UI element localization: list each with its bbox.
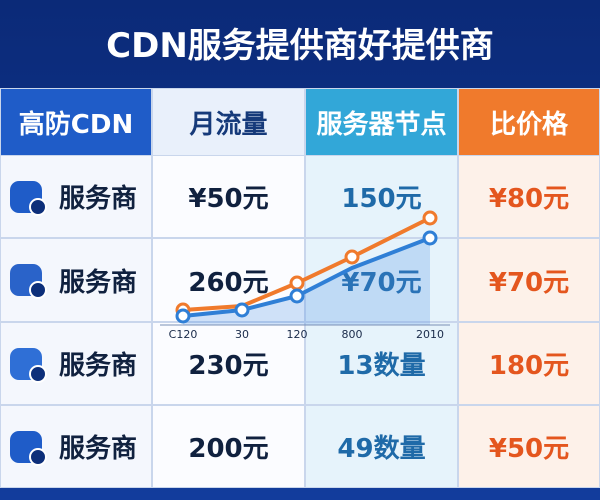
table-cell: 服务商 — [0, 405, 152, 488]
cell-text: 月流量 — [189, 109, 268, 140]
cell-text: ¥80元 — [488, 184, 570, 214]
cell-text: 230元 — [188, 351, 269, 381]
cell-text: 260元 — [188, 267, 269, 298]
row-icon — [10, 347, 47, 383]
overlay-label: 120 — [287, 328, 308, 341]
table-cell: 230元 — [152, 322, 305, 405]
table-cell: 49数量 — [305, 405, 458, 488]
table-cell: 200元 — [152, 405, 305, 488]
header-cell: 月流量 — [152, 88, 305, 156]
title: CDN服务提供商好提供商 — [106, 26, 494, 66]
cell-text: ¥50元 — [488, 434, 570, 464]
cell-text: 高防CDN — [18, 109, 134, 140]
cell-text: 150元 — [341, 184, 422, 214]
cell-text: ¥70元 — [488, 267, 570, 298]
table-cell: 服务商 — [0, 322, 152, 405]
cell-text: 服务商 — [59, 267, 138, 298]
overlay-label: C120 — [169, 328, 198, 341]
table-cell: 180元 — [458, 322, 600, 405]
table-cell: 服务商 — [0, 238, 152, 322]
cell-text: 服务商 — [59, 434, 138, 464]
cell-text: 180元 — [488, 351, 570, 381]
cell-text: 服务商 — [59, 184, 138, 214]
table-cell: ¥50元 — [152, 155, 305, 238]
points — [175, 210, 438, 324]
overlay-label: 2010 — [416, 328, 444, 341]
table-cell: ¥50元 — [458, 405, 600, 488]
cell-text: 49数量 — [337, 434, 426, 464]
table-cell: ¥70元 — [458, 238, 600, 322]
table-cell: 13数量 — [305, 322, 458, 405]
header-cell: 高防CDN — [0, 88, 152, 156]
cell-text: 比价格 — [489, 109, 568, 140]
cell-text: 200元 — [188, 434, 269, 464]
table-cell: 服务商 — [0, 155, 152, 238]
row-icon — [10, 430, 47, 466]
cell-text: 服务商 — [59, 351, 138, 381]
row-icon — [10, 180, 47, 216]
table-cell: ¥80元 — [458, 155, 600, 238]
cell-text: ¥50元 — [188, 184, 269, 214]
cell-text: 服务器节点 — [316, 109, 447, 140]
overlay-label: 30 — [235, 328, 249, 341]
area — [183, 238, 430, 325]
cell-text: ¥70元 — [341, 267, 422, 298]
row-icon — [10, 264, 47, 299]
cell-text: 13数量 — [337, 351, 426, 381]
overlay-label: 800 — [342, 328, 363, 341]
header-cell: 服务器节点 — [305, 88, 458, 156]
